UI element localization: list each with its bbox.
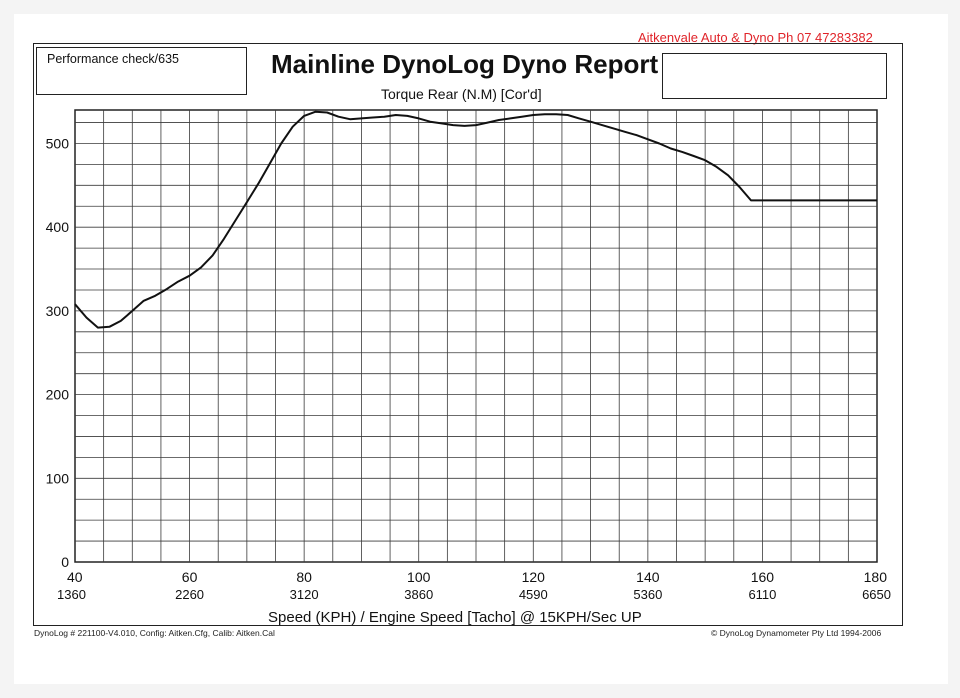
notes-box: [662, 53, 887, 99]
legend-item-0: Performance check/635: [47, 52, 180, 66]
footer-copyright: © DynoLog Dynamometer Pty Ltd 1994-2006: [711, 628, 882, 638]
x-tick-rpm: 3120: [290, 587, 319, 602]
x-tick-speed: 40: [67, 569, 83, 585]
x-tick-speed: 160: [751, 569, 775, 585]
series-lines: [74, 110, 877, 329]
legend: Performance check/635: [36, 47, 247, 95]
x-tick-labels: 40 1360 60 2260 80 3120 100 3860 120 4590 140 5360 1…: [57, 569, 891, 602]
x-tick-rpm: 2260: [175, 587, 204, 602]
x-tick-rpm: 5360: [633, 587, 662, 602]
x-tick-speed: 60: [182, 569, 198, 585]
y-tick-label: 0: [61, 554, 69, 570]
y-tick-label: 200: [46, 387, 70, 403]
footer-config: DynoLog # 221100-V4.010, Config: Aitken.…: [34, 628, 275, 638]
y-tick-label: 500: [46, 135, 70, 151]
series-line-0: [74, 110, 877, 329]
x-tick-speed: 120: [522, 569, 546, 585]
y-tick-label: 400: [46, 219, 70, 235]
x-tick-speed: 140: [636, 569, 660, 585]
grid: [75, 110, 877, 562]
company-contact: Aitkenvale Auto & Dyno Ph 07 47283382: [638, 30, 873, 45]
x-tick-speed: 100: [407, 569, 431, 585]
x-tick-rpm: 4590: [519, 587, 548, 602]
report-frame: [33, 43, 903, 626]
x-tick-rpm: 3860: [404, 587, 433, 602]
chart-title: Mainline DynoLog Dyno Report: [271, 49, 659, 79]
y-tick-label: 100: [46, 470, 70, 486]
x-tick-rpm: 6110: [748, 587, 776, 602]
x-tick-rpm: 6650: [862, 587, 891, 602]
y-tick-label: 300: [46, 303, 70, 319]
x-tick-speed: 180: [864, 569, 888, 585]
x-axis-label: Speed (KPH) / Engine Speed [Tacho] @ 15K…: [268, 609, 642, 626]
x-tick-speed: 80: [296, 569, 312, 585]
y-tick-labels: 0 100 200 300 400 500: [46, 135, 70, 570]
x-tick-rpm: 1360: [57, 587, 86, 602]
chart-subtitle: Torque Rear (N.M) [Cor'd]: [381, 86, 542, 102]
